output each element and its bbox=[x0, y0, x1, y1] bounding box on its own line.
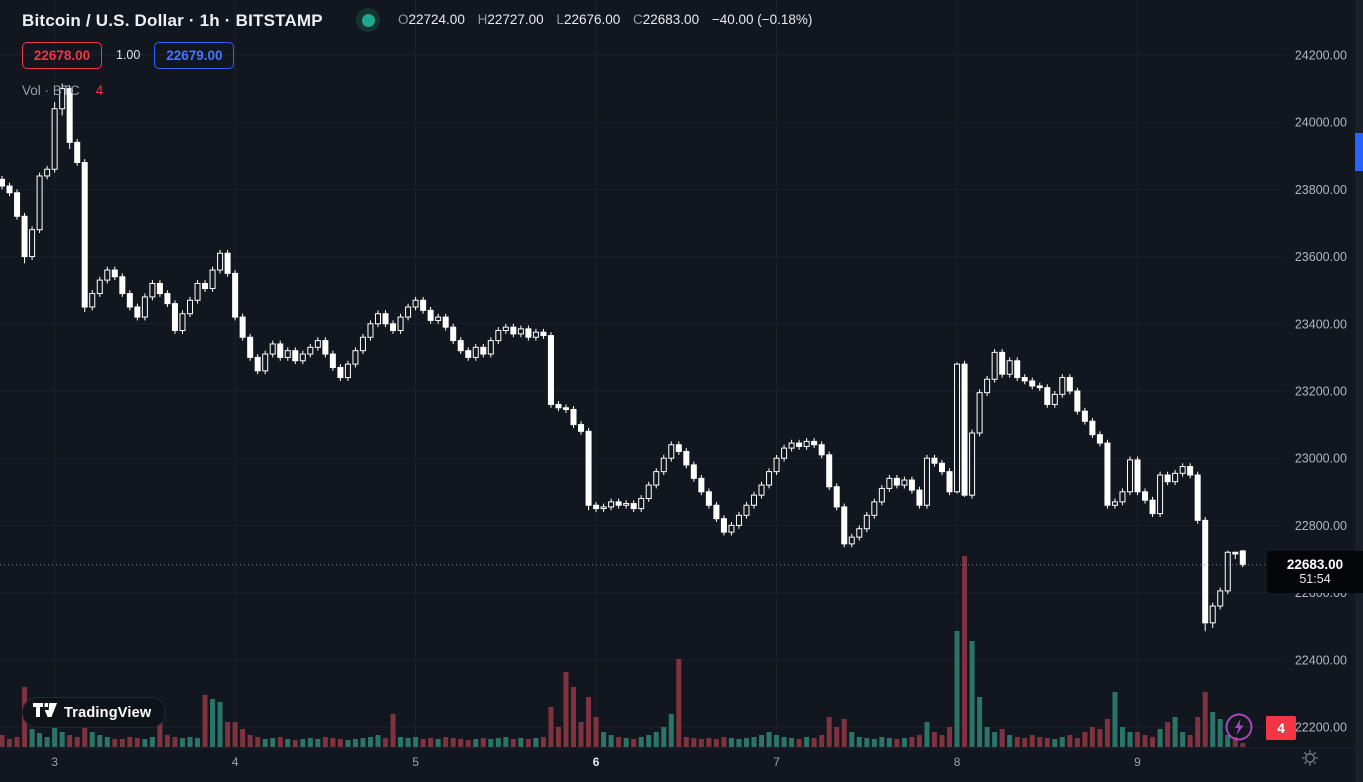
svg-text:8: 8 bbox=[954, 755, 961, 769]
change-value: −40.00 (−0.18%) bbox=[711, 12, 813, 27]
tradingview-logo-icon bbox=[33, 702, 57, 723]
tradingview-logo-text: TradingView bbox=[64, 704, 152, 721]
bar-countdown: 51:54 bbox=[1299, 572, 1331, 586]
svg-text:24200.00: 24200.00 bbox=[1295, 49, 1347, 63]
lightning-icon[interactable] bbox=[1224, 712, 1254, 742]
price-scale[interactable] bbox=[1283, 0, 1355, 748]
svg-text:5: 5 bbox=[412, 755, 419, 769]
svg-text:6: 6 bbox=[593, 755, 600, 769]
svg-text:7: 7 bbox=[773, 755, 780, 769]
svg-text:22200.00: 22200.00 bbox=[1295, 721, 1347, 735]
svg-text:24000.00: 24000.00 bbox=[1295, 116, 1347, 130]
svg-text:22400.00: 22400.00 bbox=[1295, 653, 1347, 667]
svg-text:23000.00: 23000.00 bbox=[1295, 452, 1347, 466]
svg-text:3: 3 bbox=[51, 755, 58, 769]
scrollbar-thumb[interactable] bbox=[1355, 133, 1363, 171]
tradingview-logo[interactable]: TradingView bbox=[22, 697, 167, 728]
high-value: 22727.00 bbox=[487, 12, 544, 27]
market-status-dot-icon bbox=[356, 8, 380, 32]
order-panel: 22678.00 1.00 22679.00 bbox=[22, 41, 235, 69]
volume-study-legend: Vol · BTC 4 bbox=[22, 80, 103, 100]
svg-text:9: 9 bbox=[1134, 755, 1141, 769]
close-value: 22683.00 bbox=[642, 12, 700, 27]
spread-value: 1.00 bbox=[116, 48, 141, 62]
symbol-title[interactable]: Bitcoin / U.S. Dollar · 1h · BITSTAMP bbox=[22, 11, 323, 30]
open-label: O bbox=[398, 12, 409, 27]
svg-text:23800.00: 23800.00 bbox=[1295, 183, 1347, 197]
right-scrollbar[interactable] bbox=[1355, 0, 1363, 782]
scale-settings-icon[interactable] bbox=[1300, 748, 1320, 768]
sell-button[interactable]: 22678.00 bbox=[22, 41, 102, 69]
chart-legend: Bitcoin / U.S. Dollar · 1h · BITSTAMP O2… bbox=[22, 8, 812, 33]
buy-button[interactable]: 22679.00 bbox=[154, 41, 235, 69]
svg-text:23400.00: 23400.00 bbox=[1295, 317, 1347, 331]
svg-text:4: 4 bbox=[232, 755, 239, 769]
volume-axis-badge: 4 bbox=[1266, 716, 1296, 740]
ohlc-readout: O22724.00 H22727.00 L22676.00 C22683.00 … bbox=[398, 12, 812, 27]
close-label: C bbox=[633, 12, 643, 27]
volume-study-label[interactable]: Vol · BTC bbox=[22, 82, 80, 98]
current-price-value: 22683.00 bbox=[1286, 557, 1344, 572]
svg-text:23600.00: 23600.00 bbox=[1295, 250, 1347, 264]
time-scale[interactable] bbox=[0, 748, 1283, 782]
low-value: 22676.00 bbox=[563, 12, 621, 27]
current-price-tag: 22683.00 51:54 bbox=[1267, 551, 1363, 593]
low-label: L bbox=[556, 12, 564, 27]
svg-text:22800.00: 22800.00 bbox=[1295, 519, 1347, 533]
high-label: H bbox=[477, 12, 488, 27]
open-value: 22724.00 bbox=[408, 12, 465, 27]
volume-study-value: 4 bbox=[95, 82, 104, 98]
svg-text:23200.00: 23200.00 bbox=[1295, 385, 1347, 399]
